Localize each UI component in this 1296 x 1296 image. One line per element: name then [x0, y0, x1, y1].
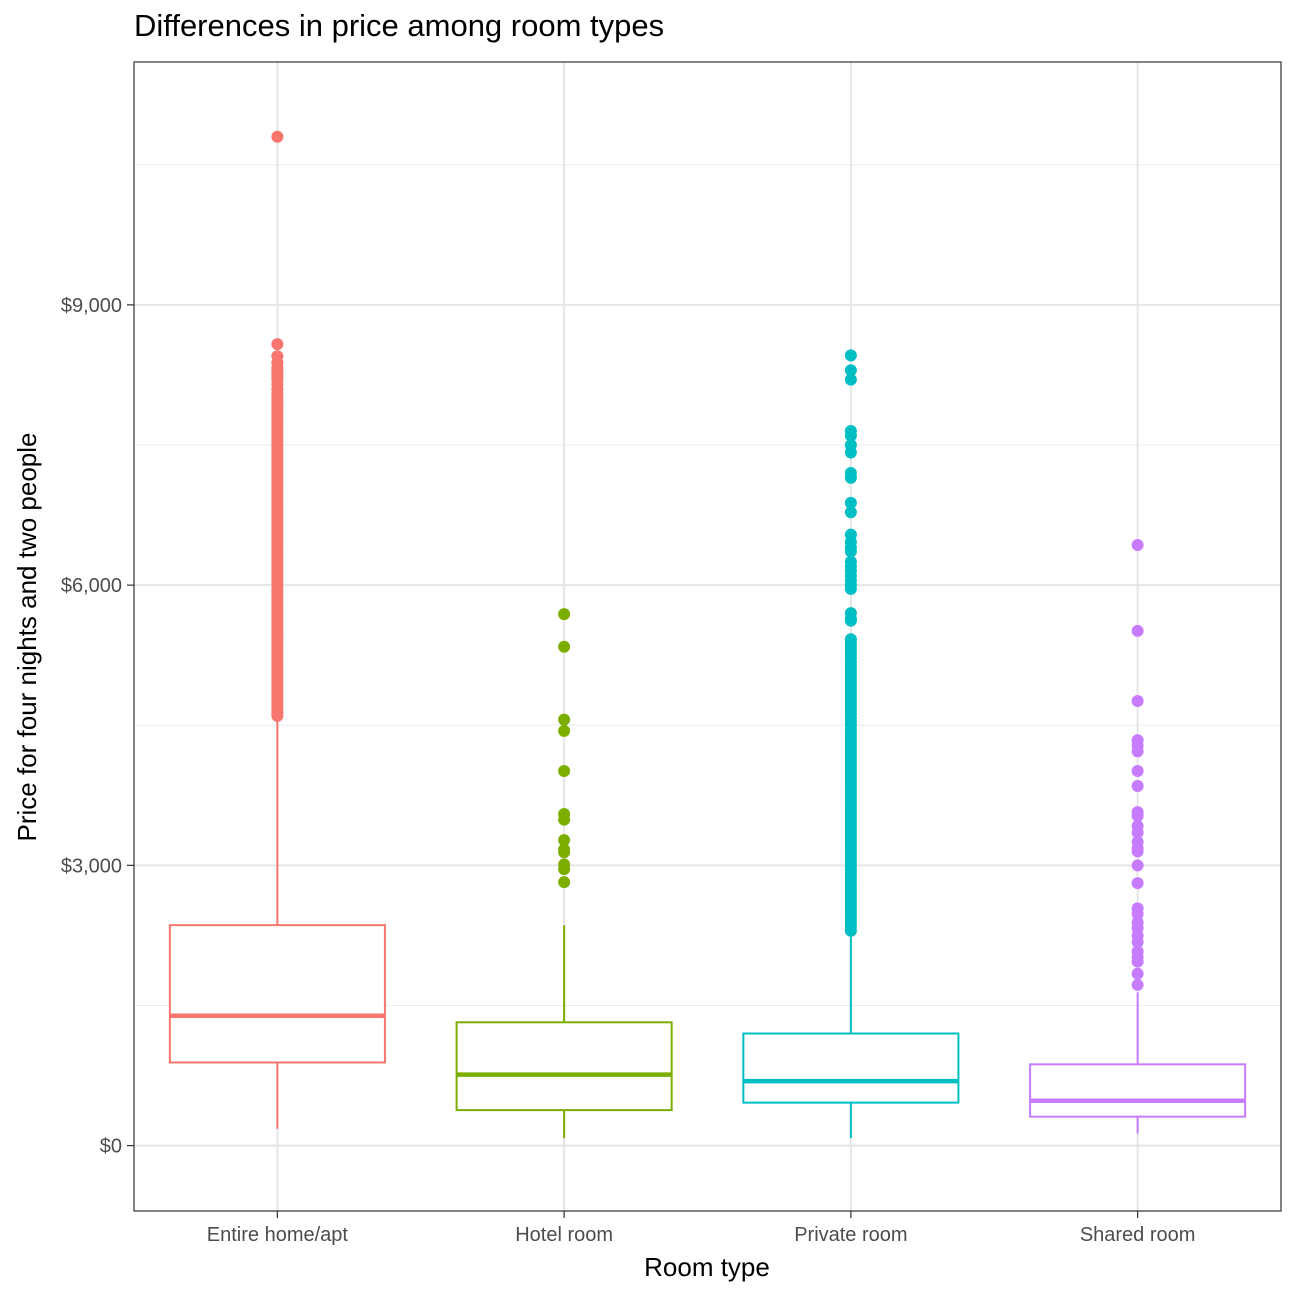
- outlier-point: [1131, 809, 1144, 822]
- outlier-point: [1131, 877, 1144, 890]
- outlier-point: [558, 846, 571, 859]
- y-axis-title: Price for four nights and two people: [12, 432, 42, 841]
- outlier-point: [558, 876, 571, 889]
- outlier-point: [1131, 845, 1144, 858]
- outlier-point: [558, 834, 571, 847]
- outlier-point: [271, 709, 284, 722]
- outlier-point: [844, 373, 857, 386]
- outlier-point: [1131, 745, 1144, 758]
- outlier-point: [558, 863, 571, 876]
- outlier-point: [1131, 907, 1144, 920]
- outlier-point: [558, 713, 571, 726]
- outlier-point: [844, 924, 857, 937]
- y-tick-label: $6,000: [61, 575, 122, 597]
- outlier-point: [844, 496, 857, 509]
- chart-title: Differences in price among room types: [134, 8, 665, 43]
- outlier-point: [844, 582, 857, 595]
- x-tick-label: Hotel room: [515, 1224, 613, 1246]
- outlier-point: [558, 724, 571, 737]
- outlier-point: [844, 364, 857, 377]
- outlier-point: [271, 338, 284, 351]
- outlier-point: [558, 640, 571, 653]
- y-tick-label: $9,000: [61, 295, 122, 317]
- plot-panel-border: [133, 61, 1282, 1212]
- box-iqr: [455, 1021, 673, 1112]
- y-tick-label: $0: [100, 1136, 122, 1158]
- outlier-point: [844, 349, 857, 362]
- outlier-point: [844, 506, 857, 519]
- outlier-point: [1131, 935, 1144, 948]
- outlier-point: [1131, 955, 1144, 968]
- box-iqr: [168, 924, 386, 1064]
- outlier-point: [1131, 859, 1144, 872]
- x-tick-label: Private room: [794, 1224, 907, 1246]
- axis-layer: $0 $3,000 $6,000 $9,000 Entire home/apt Hotel…: [61, 295, 1196, 1246]
- x-axis-title: Room type: [644, 1252, 770, 1282]
- box-group: [168, 130, 386, 1129]
- outlier-point: [558, 765, 571, 778]
- outlier-point: [844, 471, 857, 484]
- outlier-point: [1131, 624, 1144, 637]
- outlier-point: [844, 614, 857, 627]
- box-group: [742, 349, 960, 1139]
- outlier-point: [844, 429, 857, 442]
- y-tick-label: $3,000: [61, 855, 122, 877]
- box-layer: [168, 130, 1247, 1139]
- outlier-point: [271, 130, 284, 143]
- outlier-point: [1131, 967, 1144, 980]
- outlier-point: [1131, 765, 1144, 778]
- box-iqr: [1029, 1063, 1247, 1118]
- outlier-point: [558, 608, 571, 621]
- outlier-point: [1131, 694, 1144, 707]
- outlier-point: [844, 545, 857, 558]
- outlier-point: [1131, 538, 1144, 551]
- outlier-point: [1131, 978, 1144, 991]
- box-group: [455, 608, 673, 1139]
- x-tick-label: Shared room: [1080, 1224, 1196, 1246]
- box-iqr: [742, 1032, 960, 1104]
- outlier-point: [844, 446, 857, 459]
- x-tick-label: Entire home/apt: [207, 1224, 349, 1246]
- box-group: [1029, 538, 1247, 1134]
- outlier-point: [1131, 779, 1144, 792]
- outlier-point: [558, 813, 571, 826]
- outlier-point: [1131, 826, 1144, 839]
